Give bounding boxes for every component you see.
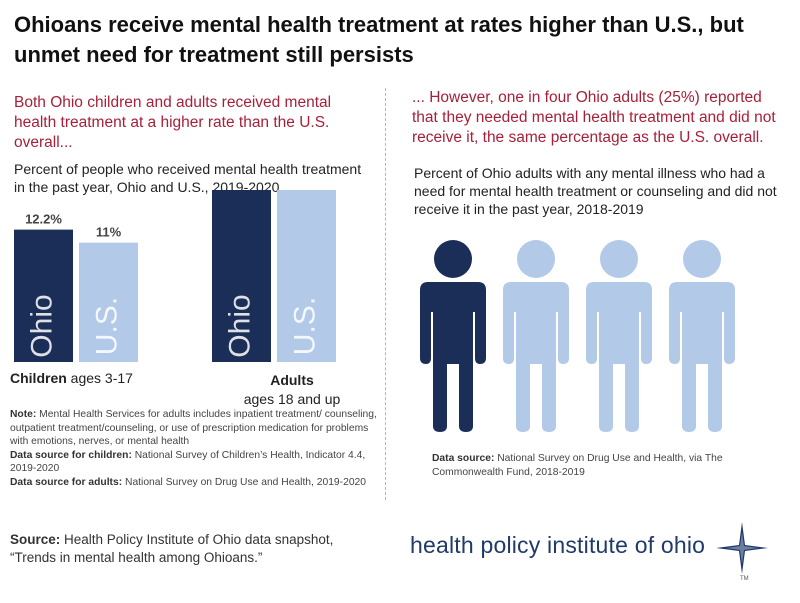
left-notes: Note: Mental Health Services for adults …	[10, 408, 380, 489]
note-mental-health-services: Note: Mental Health Services for adults …	[10, 409, 377, 447]
bar-ohio-adults	[212, 190, 271, 362]
note-data-source-children: Data source for children: National Surve…	[10, 449, 366, 475]
page-title: Ohioans receive mental health treatment …	[14, 12, 744, 67]
people-pictogram	[420, 240, 735, 432]
bar-ohio-children	[14, 229, 73, 362]
person-icon-unmet-need	[420, 240, 486, 432]
category-label-adults: Adults ages 18 and up	[212, 371, 372, 409]
right-lead-text: ... However, one in four Ohio adults (25…	[412, 89, 776, 146]
category-age-adults: ages 18 and up	[243, 391, 341, 407]
person-icon	[669, 240, 735, 432]
source-citation: Source: Health Policy Institute of Ohio …	[10, 532, 334, 565]
compass-star-icon	[716, 522, 768, 574]
bar-us-children	[79, 242, 138, 362]
left-lead-text: Both Ohio children and adults received m…	[14, 94, 332, 151]
category-name-children: Children	[10, 370, 67, 386]
column-divider	[385, 88, 386, 500]
category-label-children: Children ages 3-17	[10, 370, 133, 386]
right-data-source: Data source: National Survey on Drug Use…	[432, 453, 723, 478]
category-name-adults: Adults	[270, 372, 314, 388]
bar-series-label: Ohio	[223, 294, 256, 357]
bar-us-adults	[277, 190, 336, 362]
bar-series-label: Ohio	[25, 294, 58, 357]
bar-series-label: U.S.	[288, 297, 321, 355]
right-chart-subtitle: Percent of Ohio adults with any mental i…	[414, 165, 777, 217]
person-icon	[586, 240, 652, 432]
bar-value-label: 11%	[96, 225, 122, 240]
bar-series-label: U.S.	[90, 297, 123, 355]
hpio-logo: health policy institute of ohio	[410, 532, 706, 558]
category-age-children: ages 3-17	[66, 370, 133, 386]
note-data-source-adults: Data source for adults: National Survey …	[10, 476, 366, 488]
bar-value-label: 12.2%	[25, 212, 62, 227]
person-icon	[503, 240, 569, 432]
trademark-mark: TM	[740, 576, 749, 582]
